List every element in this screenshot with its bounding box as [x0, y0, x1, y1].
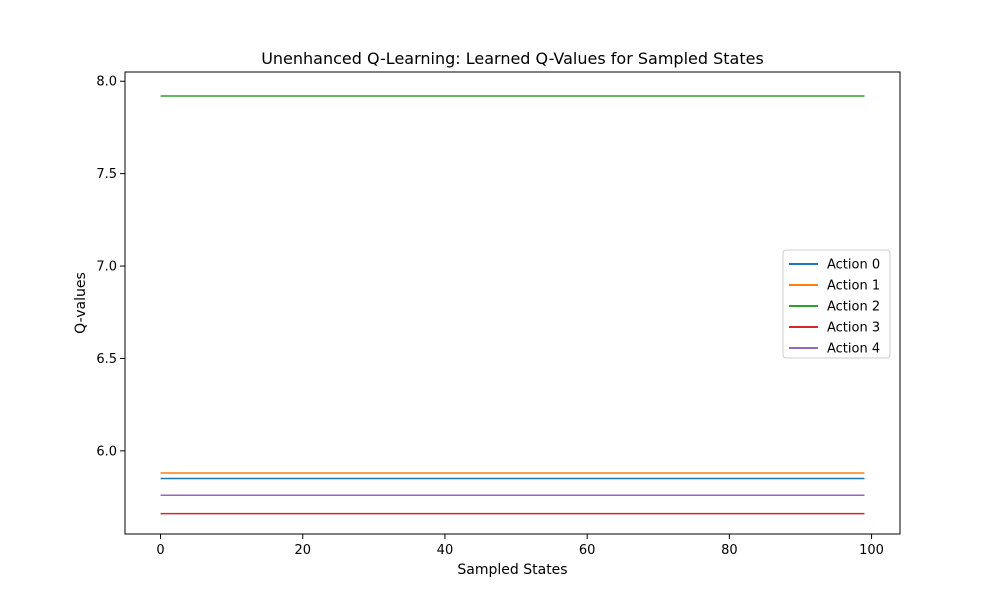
legend-label-action-2: Action 2: [827, 300, 880, 315]
x-tick-label: 40: [437, 543, 454, 558]
legend-label-action-4: Action 4: [827, 342, 880, 357]
y-axis-title: Q-values: [73, 272, 89, 334]
y-tick-label: 7.0: [96, 260, 117, 275]
y-tick-label: 6.5: [96, 352, 117, 367]
x-tick-label: 60: [579, 543, 596, 558]
y-tick-label: 7.5: [96, 167, 117, 182]
legend-label-action-1: Action 1: [827, 279, 880, 294]
y-tick-label: 6.0: [96, 444, 117, 459]
x-tick-label: 80: [721, 543, 738, 558]
legend-label-action-3: Action 3: [827, 321, 880, 336]
chart-title: Unenhanced Q-Learning: Learned Q-Values …: [261, 49, 764, 68]
plot-area: 0 20 40 60 80 100 6.0 6.5 7.0 7.5 8.0: [96, 71, 901, 558]
x-tick-label: 100: [859, 543, 884, 558]
x-tick-label: 20: [294, 543, 311, 558]
y-tick-label: 8.0: [96, 75, 117, 90]
legend: Action 0 Action 1 Action 2 Action 3 Action 4: [782, 249, 891, 359]
legend-box: [782, 249, 891, 359]
legend-label-action-0: Action 0: [827, 258, 880, 273]
x-axis-title: Sampled States: [457, 562, 567, 578]
plot-frame: [124, 71, 901, 535]
x-tick-label: 0: [156, 543, 164, 558]
